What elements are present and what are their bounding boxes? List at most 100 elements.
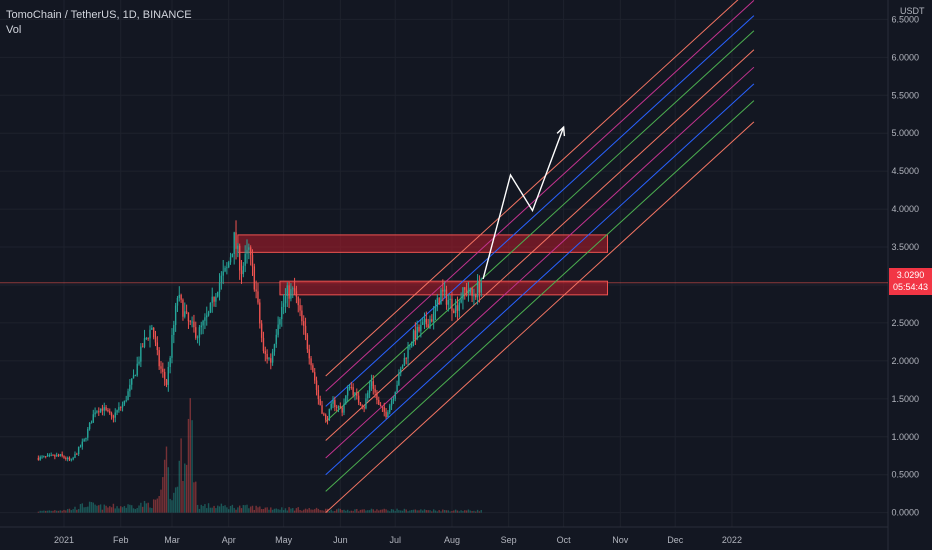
volume-bar <box>346 509 349 513</box>
candle-body <box>314 372 316 381</box>
volume-bar <box>136 508 138 513</box>
candle-body <box>156 342 159 351</box>
candle-body <box>376 392 378 400</box>
candle-body <box>449 298 451 300</box>
candle-body <box>445 289 448 305</box>
candle-body <box>328 408 331 421</box>
resistance-zone <box>279 280 609 296</box>
projection-path[interactable] <box>482 125 566 280</box>
candle-body <box>390 400 393 406</box>
candle-body <box>72 457 74 460</box>
volume-bar <box>315 507 318 513</box>
price-axis[interactable]: 0.00000.50001.00001.50002.00002.50003.00… <box>891 14 919 517</box>
candle-body <box>206 315 208 318</box>
volume-bar <box>420 509 422 513</box>
volume-bar <box>292 508 294 513</box>
volume-bar <box>350 510 353 513</box>
time-tick-label: Sep <box>501 535 517 545</box>
candle-body <box>271 351 274 363</box>
candle-body <box>381 406 384 408</box>
price-tick-label: 0.0000 <box>891 508 919 518</box>
candle-body <box>469 288 471 293</box>
volume-bar <box>412 509 415 513</box>
candle-body <box>432 311 435 322</box>
time-tick-label: 2021 <box>54 535 74 545</box>
candle-body <box>59 454 62 456</box>
volume-bar <box>63 509 65 513</box>
volume-bar <box>409 510 411 513</box>
price-tick-label: 4.5000 <box>891 166 919 176</box>
candle-body <box>244 253 246 266</box>
candle-body <box>387 412 389 418</box>
candle-body <box>255 289 257 292</box>
candle-body <box>370 381 373 387</box>
candle-body <box>416 326 418 339</box>
price-tick-label: 5.5000 <box>891 90 919 100</box>
pitchfork-channel[interactable] <box>325 0 755 514</box>
volume-bar <box>154 499 157 513</box>
volume-bar <box>158 495 160 513</box>
volume-bar <box>370 508 373 513</box>
candle-body <box>317 389 320 400</box>
volume-bar <box>191 420 193 513</box>
volume-bar <box>357 511 360 513</box>
volume-bar <box>279 509 281 513</box>
volume-bar <box>99 504 102 513</box>
volume-bar <box>396 508 398 513</box>
candle-body <box>149 329 151 339</box>
candle-body <box>273 344 276 352</box>
candle-body <box>141 346 144 348</box>
volume-bar <box>77 509 80 513</box>
candle-body <box>152 327 155 338</box>
volume-bar <box>354 509 356 513</box>
volume-bar <box>244 505 246 513</box>
volume-bar <box>425 510 428 513</box>
candle-body <box>473 295 475 297</box>
candle-body <box>88 423 91 430</box>
candle-body <box>456 305 459 311</box>
candle-body <box>169 357 171 367</box>
time-axis[interactable]: 2021 Feb Mar Apr May Jun Jul Aug Sep Oct Nov Dec 202… <box>54 535 742 545</box>
volume-bar <box>411 510 413 513</box>
volume-bar <box>79 504 82 513</box>
volume-bar <box>138 505 140 513</box>
resistance-zones[interactable] <box>0 234 888 296</box>
volume-bar <box>465 510 468 513</box>
volume-bar <box>145 503 148 513</box>
candle-body <box>220 275 223 283</box>
candle-body <box>55 455 58 457</box>
candle-body <box>275 334 277 345</box>
volume-bar <box>390 509 393 513</box>
volume-bar <box>253 509 256 513</box>
candle-body <box>162 368 164 372</box>
candle-body <box>359 402 362 406</box>
volume-bar <box>330 509 332 513</box>
candle-body <box>257 291 259 303</box>
volume-bar <box>443 510 446 513</box>
candle-body <box>226 267 228 269</box>
candle-body <box>242 265 245 275</box>
volume-bar <box>270 507 272 513</box>
volume-bar <box>293 510 296 513</box>
candle-body <box>182 299 184 317</box>
volume-bar <box>476 509 479 513</box>
candle-body <box>218 282 221 293</box>
candle-body <box>121 404 124 408</box>
candle-body <box>365 398 367 409</box>
candle-body <box>57 455 60 457</box>
volume-bar <box>295 508 298 513</box>
volume-bar <box>301 510 303 513</box>
candle-body <box>310 358 312 366</box>
volume-indicator-label[interactable]: Vol <box>6 24 22 36</box>
candle-body <box>52 455 54 456</box>
volume-bar <box>246 504 248 513</box>
symbol-title[interactable]: TomoChain / TetherUS, 1D, BINANCE <box>6 9 192 21</box>
volume-bar <box>237 507 239 513</box>
price-tick-label: 0.5000 <box>891 470 919 480</box>
volume-bar <box>233 507 235 513</box>
volume-bar <box>275 508 277 513</box>
volume-bar <box>374 510 376 513</box>
symbol-legend[interactable]: TomoChain / TetherUS, 1D, BINANCE Vol <box>6 8 192 37</box>
volume-bar <box>460 510 462 513</box>
